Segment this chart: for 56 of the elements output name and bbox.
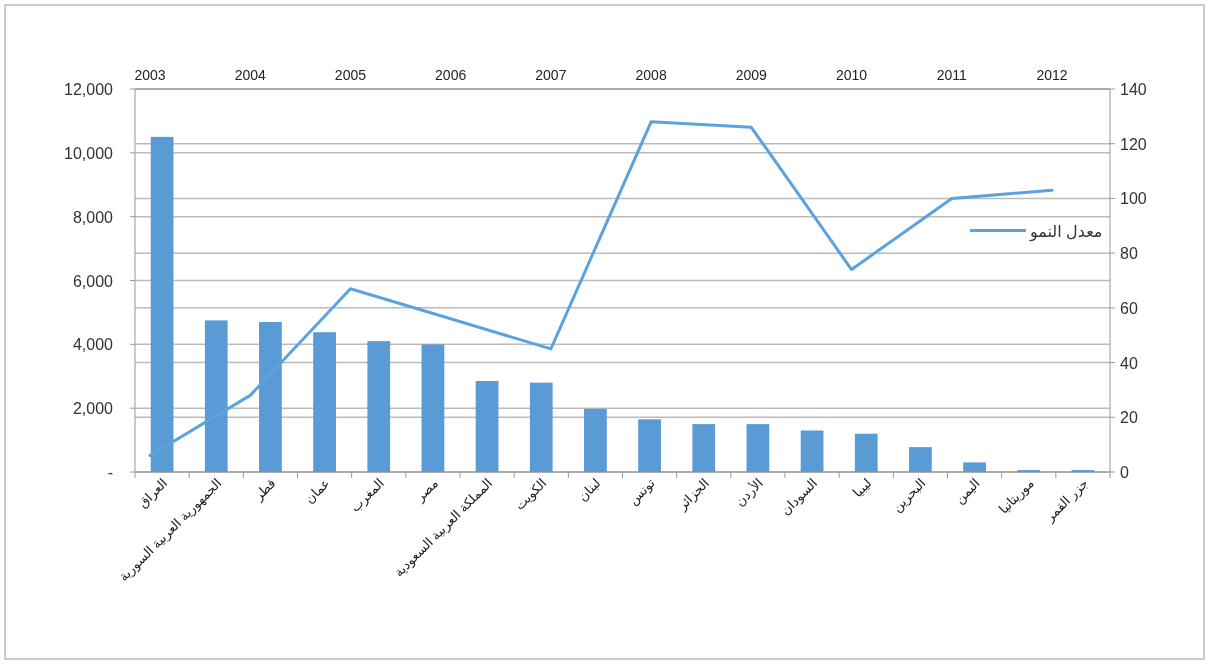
y-tick-label: 100 [1120,190,1147,208]
x-tick-label: 2006 [435,67,467,83]
x-tick-label: 2004 [234,67,266,83]
x-tick-label: الأردن [731,474,767,510]
legend: معدل النمو [970,222,1103,240]
x-tick-label: 2007 [535,67,567,83]
x-tick-label: 2005 [334,67,367,83]
x-tick-label: السودان [777,475,821,519]
bar [909,447,932,472]
x-tick-label: مصر [411,475,442,506]
x-tick-label: الجزائر [674,475,713,515]
y-tick-label: 60 [1120,299,1138,317]
x-tick-label: 2009 [735,67,768,83]
x-tick-label: 2008 [635,67,667,83]
y-tick-label: 80 [1120,245,1138,263]
bar [367,341,391,472]
x-tick-label: 2003 [134,67,166,83]
bar [421,344,445,472]
x-tick-label: البحرين [889,475,930,516]
y-tick-label: 2,000 [72,400,114,418]
y-tick-label: 4,000 [72,336,114,354]
y-tick-label: 12,000 [64,81,114,98]
bar [529,382,553,472]
x-tick-label: العراق [135,475,171,512]
y-tick-label: 20 [1120,409,1138,427]
bar [963,462,986,472]
bar [313,332,336,472]
x-tick-label: المغرب [347,475,388,516]
x-tick-label: 2012 [1036,67,1068,83]
x-tick-label: لبنان [575,475,604,505]
x-tick-label: ليبيا [849,475,875,501]
y-tick-label: 120 [1120,135,1147,153]
y-tick-label: 140 [1120,81,1147,98]
y-tick-label: 0 [1120,464,1129,481]
bar [854,433,878,472]
bar [638,419,661,472]
legend-label: معدل النمو [1029,222,1103,242]
bar [692,424,716,472]
bar [584,408,607,472]
x-tick-label: الكويت [511,475,551,514]
y-tick-label: 6,000 [72,272,114,290]
bar [800,430,824,472]
y-tick-label: 40 [1120,354,1138,372]
x-tick-label: 2011 [936,67,968,83]
bar [746,424,770,472]
y-tick-label: - [107,464,113,481]
bar [475,381,499,472]
x-tick-label: اليمن [951,475,984,508]
x-tick-label: قطر [250,475,280,505]
x-tick-label: جزر القمر [1041,475,1092,526]
x-tick-label: 2010 [835,67,868,83]
y-tick-label: 10,000 [64,144,114,162]
y-tick-label: 8,000 [72,208,114,226]
x-tick-label: تونس [625,475,659,509]
x-tick-label: عمان [301,475,333,507]
x-tick-label: موريتانيا [995,475,1038,518]
